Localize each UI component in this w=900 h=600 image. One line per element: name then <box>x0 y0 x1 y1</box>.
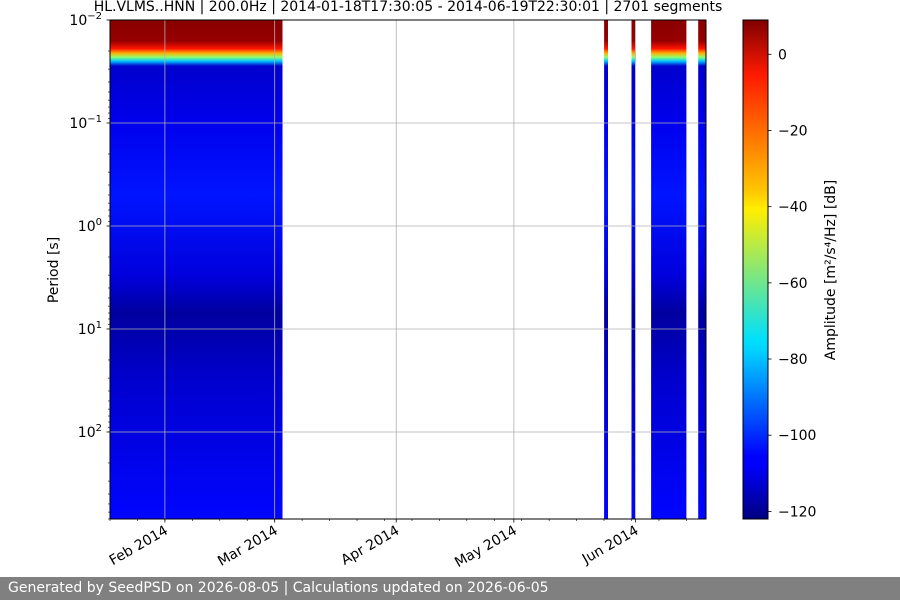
x-tick-label: Jun 2014 <box>579 523 642 568</box>
data-period-0 <box>110 20 283 519</box>
x-tick-label: May 2014 <box>452 523 520 571</box>
colorbar-tick-label: −100 <box>778 428 816 444</box>
y-tick-label: 100 <box>78 217 102 235</box>
footer: Generated by SeedPSD on 2026-08-05 | Cal… <box>0 577 900 600</box>
x-tick-label: Mar 2014 <box>215 523 281 570</box>
colorbar-tick-label: −80 <box>778 352 808 368</box>
y-axis-label: Period [s] <box>46 237 62 303</box>
y-tick-exponent: 1 <box>96 320 102 331</box>
colorbar-tick-label: 0 <box>778 47 787 63</box>
y-tick-exponent: −2 <box>87 11 102 22</box>
colorbar-label: Amplitude [m²/s⁴/Hz] [dB] <box>823 180 839 360</box>
y-tick-exponent: 2 <box>96 423 102 434</box>
y-tick-label: 102 <box>78 423 102 441</box>
x-tick-label: Feb 2014 <box>107 523 171 569</box>
data-period-1 <box>604 20 608 519</box>
y-tick-base: 10 <box>69 116 87 132</box>
y-tick-base: 10 <box>78 322 96 338</box>
data-period-3 <box>651 20 687 519</box>
y-tick-exponent: 0 <box>96 217 102 228</box>
data-period-2 <box>631 20 636 519</box>
spectrogram-data <box>110 20 706 519</box>
y-tick-label: 10−2 <box>69 11 102 29</box>
colorbar-axis: 0 −20 −40 −60 −80 −100 −120 <box>768 47 816 520</box>
colorbar-tick-label: −20 <box>778 123 808 139</box>
colorbar-tick-label: −60 <box>778 276 808 292</box>
spectrogram-figure: HL.VLMS..HNN | 200.0Hz | 2014-01-18T17:3… <box>46 0 839 571</box>
colorbar <box>742 19 769 520</box>
y-tick-label: 101 <box>78 320 102 338</box>
y-tick-label: 10−1 <box>69 114 102 132</box>
plot-frame <box>109 19 707 520</box>
data-period-4 <box>698 20 706 519</box>
chart-title: HL.VLMS..HNN | 200.0Hz | 2014-01-18T17:3… <box>94 0 723 15</box>
y-tick-base: 10 <box>78 425 96 441</box>
y-tick-base: 10 <box>78 219 96 235</box>
grid <box>110 20 706 519</box>
colorbar-tick-label: −120 <box>778 504 816 520</box>
x-axis: Feb 2014 Mar 2014 Apr 2014 May 2014 Jun 2014 <box>107 519 687 571</box>
colorbar-tick-label: −40 <box>778 200 808 216</box>
y-tick-base: 10 <box>69 13 87 29</box>
y-tick-exponent: −1 <box>87 114 102 125</box>
x-tick-label: Apr 2014 <box>339 523 403 569</box>
